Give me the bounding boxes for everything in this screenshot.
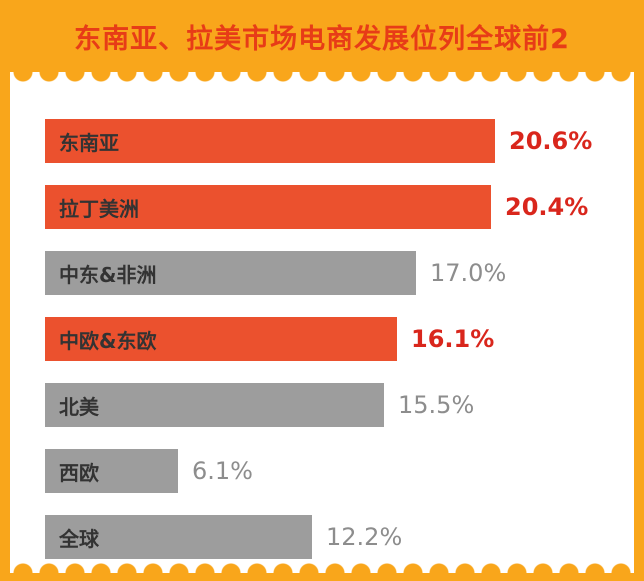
bar-row: 中欧&东欧 16.1%: [45, 317, 624, 361]
bar-category-label: 拉丁美洲: [59, 196, 139, 221]
bar-row: 全球 12.2%: [45, 515, 624, 559]
bar-value-label: 16.1%: [411, 325, 495, 353]
bar: 全球: [45, 515, 312, 559]
bar-category-label: 西欧: [59, 460, 99, 485]
bar-value-label: 17.0%: [430, 259, 507, 287]
bar-value-label: 12.2%: [326, 523, 403, 551]
bar-row: 拉丁美洲 20.4%: [45, 185, 624, 229]
bar-category-label: 东南亚: [59, 130, 119, 155]
bar: 西欧: [45, 449, 178, 493]
scallop-edge-top: [10, 72, 634, 85]
bar-row: 中东&非洲 17.0%: [45, 251, 624, 295]
bar-value-label: 15.5%: [398, 391, 475, 419]
bar-row: 西欧 6.1%: [45, 449, 624, 493]
bar-category-label: 中欧&东欧: [59, 328, 157, 353]
bar-row: 北美 15.5%: [45, 383, 624, 427]
title-band: 东南亚、拉美市场电商发展位列全球前2: [0, 0, 644, 72]
bar: 北美: [45, 383, 384, 427]
bar-category-label: 中东&非洲: [59, 262, 157, 287]
bar-category-label: 北美: [59, 394, 99, 419]
bar-row: 东南亚 20.6%: [45, 119, 624, 163]
bar: 中东&非洲: [45, 251, 416, 295]
bar-value-label: 20.6%: [509, 127, 593, 155]
bar: 中欧&东欧: [45, 317, 397, 361]
bar: 东南亚: [45, 119, 495, 163]
bar-chart: 东南亚 20.6% 拉丁美洲 20.4% 中东&非洲 17.0% 中欧&东欧 16.1% 北美 1…: [45, 119, 624, 581]
scallop-edge-bottom: [10, 560, 634, 573]
page-title: 东南亚、拉美市场电商发展位列全球前2: [74, 23, 570, 55]
chart-panel: 东南亚 20.6% 拉丁美洲 20.4% 中东&非洲 17.0% 中欧&东欧 16.1% 北美 1…: [10, 72, 634, 573]
bar-category-label: 全球: [59, 526, 99, 551]
bar-value-label: 20.4%: [505, 193, 589, 221]
bar: 拉丁美洲: [45, 185, 491, 229]
bar-value-label: 6.1%: [192, 457, 253, 485]
